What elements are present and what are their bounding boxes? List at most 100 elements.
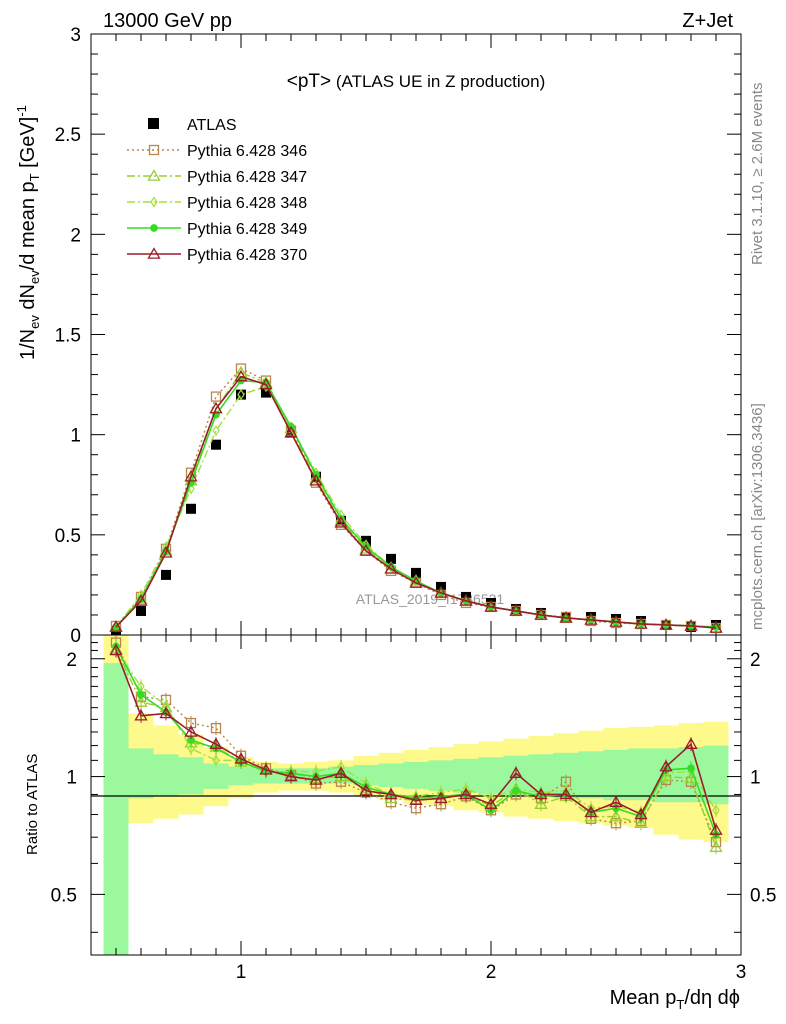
x-axis-title: Mean pT/dη dϕ [610, 987, 740, 1012]
ratio-series-marker [634, 816, 648, 828]
legend-marker [148, 144, 160, 156]
band-stat-bin [578, 751, 604, 799]
ratio-series-marker [184, 725, 198, 737]
ratio-series-marker [709, 840, 723, 852]
atlas-data-point [136, 605, 146, 616]
process-label: Z+Jet [682, 10, 733, 32]
ratio-series-marker [409, 793, 423, 806]
series-marker [237, 389, 245, 401]
band-stat-bin [378, 763, 404, 788]
ratio-series-marker [187, 742, 195, 755]
y-axis-main-title-p3: /d mean p [17, 181, 39, 270]
ratio-series-marker [609, 795, 623, 807]
ratio-series-marker [512, 786, 520, 795]
series-marker [509, 604, 523, 616]
ratio-series-marker [209, 737, 223, 749]
legend-label: ATLAS [187, 117, 237, 134]
ratio-series-marker [359, 783, 373, 796]
y-tick-label: 0.5 [55, 526, 81, 547]
series-marker [709, 621, 723, 633]
series-marker [259, 377, 273, 390]
y-tick-label: 3 [70, 25, 81, 46]
legend-label: Pythia 6.428 349 [187, 221, 307, 238]
series-marker [334, 516, 348, 528]
band-stat-bin [703, 745, 729, 805]
plot-title: <pT> (ATLAS UE in Z production) [287, 71, 546, 92]
ratio-series-marker [634, 807, 648, 820]
y-tick-label: 2.5 [55, 125, 81, 146]
ratio-series-marker [659, 759, 673, 772]
series-marker [459, 594, 473, 606]
ratio-series-marker [159, 706, 173, 719]
ratio-series-marker [134, 695, 148, 707]
x-axis-title-p2: /dη dϕ [684, 987, 740, 1009]
series-line [115, 375, 717, 629]
atlas-data-point [261, 387, 271, 398]
plot-title-main: <pT> [287, 71, 331, 92]
y-axis-main-title-sub3: T [27, 173, 42, 181]
legend-marker [150, 224, 158, 232]
y-tick-label: 1 [70, 426, 81, 447]
band-stat-bin [178, 757, 204, 795]
ratio-series-marker [384, 791, 398, 804]
y-axis-main-title: 1/Nev dNev/d mean pT [GeV]-1 [14, 105, 42, 360]
ratio-series-marker [534, 797, 548, 809]
series-marker [409, 576, 423, 588]
main-series [109, 363, 723, 635]
band-stat-bin [153, 754, 179, 797]
x-tick-label: 2 [486, 962, 497, 983]
ratio-series [109, 635, 723, 855]
atlas-data-point [411, 567, 421, 578]
series-marker [384, 562, 398, 574]
ratio-y-tick-label-right: 1 [750, 768, 761, 789]
band-stat-bin [228, 766, 254, 786]
band-stat-bin [203, 763, 229, 789]
ratio-series-marker [712, 804, 720, 816]
y-tick-label: 2 [70, 225, 81, 246]
y-tick-label: 0 [70, 626, 81, 647]
rivet-label: Rivet 3.1.10, ≥ 2.6M events [749, 83, 766, 266]
ratio-series-marker [687, 764, 695, 773]
ratio-series-marker [509, 766, 523, 778]
band-stat-bin [353, 765, 379, 786]
band-stat-bin [403, 761, 429, 789]
ratio-series-marker [609, 809, 623, 822]
y-axis-main-title-sup: -1 [14, 105, 29, 117]
series-marker [284, 425, 298, 438]
ratio-y-tick-label-right: 2 [750, 650, 761, 671]
y-tick-label: 1.5 [55, 326, 81, 347]
ratio-series-marker [434, 791, 448, 804]
series-marker [684, 619, 698, 631]
ratio-series-marker [210, 722, 222, 734]
ratio-series-marker [709, 823, 723, 835]
atlas-data-point [236, 389, 246, 400]
ratio-series-marker [259, 763, 273, 775]
y-axis-main-title-p1: 1/N [17, 329, 39, 360]
energy-label: 13000 GeV pp [103, 10, 232, 32]
band-stat-bin [603, 749, 629, 801]
y-axis-main-title-sub2: ev [27, 270, 42, 284]
atlas-data-point [161, 569, 171, 580]
series-marker [434, 586, 448, 598]
ratio-series-marker [309, 773, 323, 785]
band-stat-bin [628, 748, 654, 801]
mcplots-label: mcplots.cern.ch [arXiv:1306.3436] [749, 403, 766, 630]
x-tick-label: 3 [736, 962, 747, 983]
series-marker [534, 608, 548, 620]
atlas-data-point [186, 503, 196, 514]
legend-label: Pythia 6.428 346 [187, 143, 307, 160]
legend-label: Pythia 6.428 370 [187, 247, 307, 264]
ratio-series-marker [459, 787, 473, 800]
series-marker [634, 617, 648, 629]
y-axis-main-title-p4: [GeV] [17, 117, 39, 174]
y-axis-ratio-title: Ratio to ATLAS [24, 754, 41, 855]
legend-marker [147, 169, 161, 181]
ratio-series-marker [384, 787, 398, 800]
ratio-series-marker [534, 787, 548, 800]
series-marker [159, 546, 173, 558]
axis-ticks: 1 2 3 0 0.5 1 1.5 2 2.5 3 0.5 0.5 1 1 2 2 [51, 25, 777, 983]
series-marker [210, 391, 222, 402]
series-marker [484, 600, 498, 612]
x-tick-label: 1 [236, 962, 247, 983]
